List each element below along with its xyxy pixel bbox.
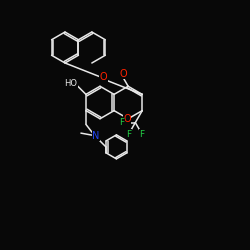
- Text: O: O: [100, 72, 108, 83]
- Text: F: F: [120, 118, 125, 127]
- Text: F: F: [126, 130, 131, 138]
- Text: HO: HO: [64, 78, 77, 88]
- Text: O: O: [119, 68, 127, 78]
- Text: N: N: [92, 130, 100, 140]
- Text: F: F: [140, 130, 144, 138]
- Text: O: O: [123, 114, 131, 124]
